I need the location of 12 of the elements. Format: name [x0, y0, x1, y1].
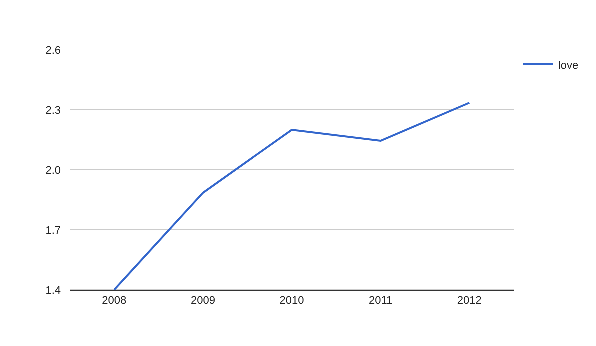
y-tick-label: 1.7 — [46, 224, 61, 237]
line-series — [113, 102, 471, 290]
x-tick-label: 2011 — [368, 295, 393, 308]
x-tick-label: 2012 — [457, 295, 482, 308]
y-tick-label: 1.4 — [46, 284, 61, 297]
x-tick-label: 2010 — [280, 295, 304, 308]
x-tick-label: 2009 — [190, 295, 216, 308]
y-tick-label: 2.6 — [46, 44, 61, 57]
y-tick-label: 2.3 — [46, 104, 61, 117]
x-tick-label: 2008 — [102, 295, 127, 308]
y-tick-label: 2.0 — [46, 164, 61, 177]
legend-label: love — [558, 60, 579, 72]
